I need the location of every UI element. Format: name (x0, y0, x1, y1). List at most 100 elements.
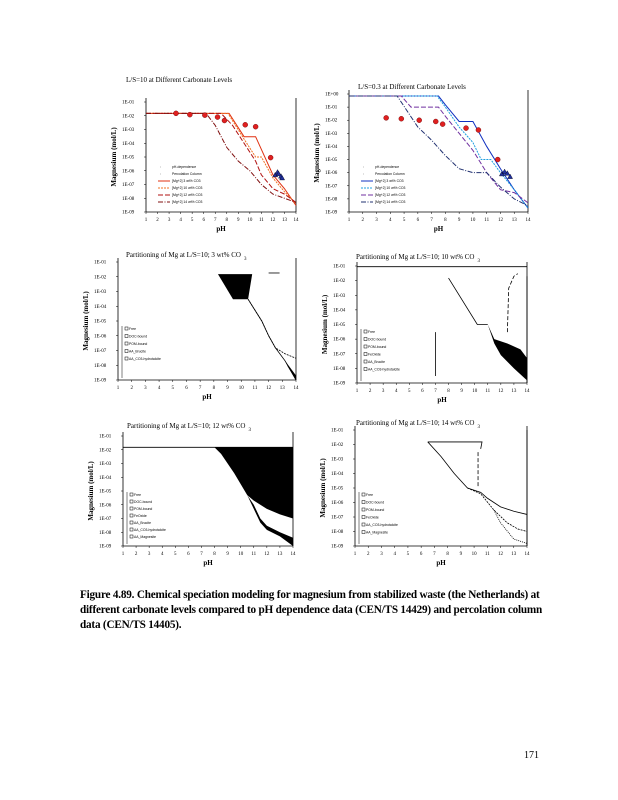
legend-label: Free (129, 327, 136, 331)
chart-title: Partitioning of Mg at L/S=10; 14 wt% CO (356, 419, 474, 427)
data-point (475, 127, 482, 133)
legend-swatch (363, 344, 368, 349)
legend-label: Percolation Column (375, 172, 405, 176)
data-point (173, 110, 179, 117)
y-tick-label: 1E-05 (99, 490, 112, 495)
legend-swatch (361, 500, 366, 504)
x-tick-label: 14 (294, 218, 300, 223)
legend-label: pH-dependence (375, 165, 399, 169)
x-tick-label: 6 (185, 386, 188, 391)
legend-swatch (124, 356, 129, 361)
x-tick-label: 5 (172, 386, 175, 391)
x-tick-label: 7 (199, 386, 202, 391)
x-tick-label: 6 (202, 218, 205, 223)
x-tick-label: 6 (417, 218, 420, 223)
y-tick-label: 1E-06 (325, 171, 338, 176)
x-tick-label: 7 (214, 218, 217, 223)
chart-title-subscript: 3 (248, 428, 251, 433)
x-tick-label: 3 (375, 218, 378, 223)
data-point (267, 154, 274, 161)
chart-title: L/S=0.3 at Different Carbonate Levels (358, 83, 466, 91)
y-axis-label: Magnesium (mol/L) (82, 291, 90, 351)
legend-label: pH-dependence (172, 165, 196, 169)
x-tick-label: 11 (259, 218, 264, 223)
legend-label: [Mg+2] 3 wt% CO3 (172, 179, 201, 183)
legend-swatch (363, 359, 368, 364)
legend-label: AA_Brucite (129, 350, 146, 354)
x-axis-label: pH (216, 225, 226, 233)
legend-label: DOC-bound (134, 500, 152, 504)
page-number: 171 (524, 750, 539, 761)
y-tick-label: 1E-08 (325, 197, 338, 202)
legend-label: [Mg+2] 12 wt% CO3 (172, 193, 203, 197)
y-axis-label: Magnesium (mol/L) (321, 294, 329, 354)
x-tick-label: 4 (179, 218, 182, 223)
chart-panel-3: Partitioning of Mg at L/S=10; 3 wt% CO31… (82, 251, 299, 401)
data-point (495, 156, 501, 163)
x-tick-label: 5 (191, 218, 194, 223)
x-tick-label: 14 (525, 552, 531, 557)
figure-caption: Figure 4.89. Chemical speciation modelin… (80, 589, 543, 631)
x-tick-label: 10 (472, 389, 478, 394)
x-tick-label: 12 (270, 218, 276, 223)
chart-title-subscript: 3 (244, 257, 247, 262)
y-tick-label: 1E-07 (333, 352, 346, 357)
y-tick-label: 1E-04 (333, 308, 346, 313)
x-tick-label: 8 (213, 386, 216, 391)
chart-legend: Free DOC-bound POM-bound FeOxide AA_Brucite A… (126, 492, 166, 544)
chart-legend: Free DOC-bound POM-bound FeOxide AA_CO3-hydr… (358, 492, 398, 544)
legend-label: POM-bound (129, 342, 147, 346)
x-tick-label: 11 (253, 386, 258, 391)
y-tick-label: 1E-09 (99, 545, 112, 550)
partition-line (448, 277, 488, 325)
y-tick-label: 1E-09 (94, 379, 107, 384)
x-tick-label: 2 (362, 218, 365, 223)
x-tick-label: 4 (393, 552, 396, 557)
x-tick-label: 13 (511, 389, 517, 394)
x-tick-label: 8 (213, 552, 216, 557)
y-tick-label: 1E+00 (325, 93, 339, 98)
x-tick-label: 1 (354, 552, 357, 557)
x-tick-label: 4 (389, 218, 392, 223)
legend-swatch (129, 513, 134, 518)
legend-label: POM-bound (368, 345, 386, 349)
x-tick-label: 12 (264, 552, 270, 557)
y-tick-label: 1E-05 (325, 158, 338, 163)
x-tick-label: 1 (117, 386, 120, 391)
legend-label: [Mg+2] 10 wt% CO3 (172, 186, 203, 190)
partition-area (487, 324, 527, 381)
legend-label: FeOxide (366, 516, 379, 520)
x-tick-label: 3 (168, 218, 171, 223)
x-tick-label: 10 (470, 218, 476, 223)
x-tick-label: 9 (237, 218, 240, 223)
legend-swatch (129, 499, 134, 504)
x-tick-label: 1 (145, 218, 148, 223)
y-tick-label: 1E-01 (122, 101, 135, 106)
x-tick-label: 2 (130, 386, 133, 391)
x-tick-label: 8 (446, 552, 449, 557)
y-tick-label: 1E-03 (331, 458, 344, 463)
x-tick-label: 14 (294, 386, 300, 391)
legend-swatch (129, 492, 134, 497)
series-line (146, 112, 297, 203)
data-point (242, 122, 248, 128)
x-tick-label: 11 (484, 218, 489, 223)
x-tick-label: 10 (472, 552, 478, 557)
y-tick-label: 1E-08 (99, 531, 112, 536)
partition-line (467, 487, 528, 532)
partition-line (427, 441, 528, 515)
x-tick-label: 9 (460, 552, 463, 557)
x-tick-label: 10 (239, 386, 245, 391)
legend-label: AA_CO3-hydrotalcite (366, 523, 398, 527)
legend-swatch (361, 492, 366, 497)
legend-label: AA_Magnesite (366, 531, 388, 535)
legend-swatch (129, 527, 134, 532)
x-tick-label: 4 (161, 552, 164, 557)
series-line (146, 112, 297, 205)
y-tick-label: 1E-07 (331, 516, 344, 521)
data-point (383, 115, 389, 121)
y-tick-label: 1E-03 (325, 132, 338, 137)
legend-label: POM-bound (134, 507, 152, 511)
y-tick-label: 1E-05 (333, 323, 346, 328)
